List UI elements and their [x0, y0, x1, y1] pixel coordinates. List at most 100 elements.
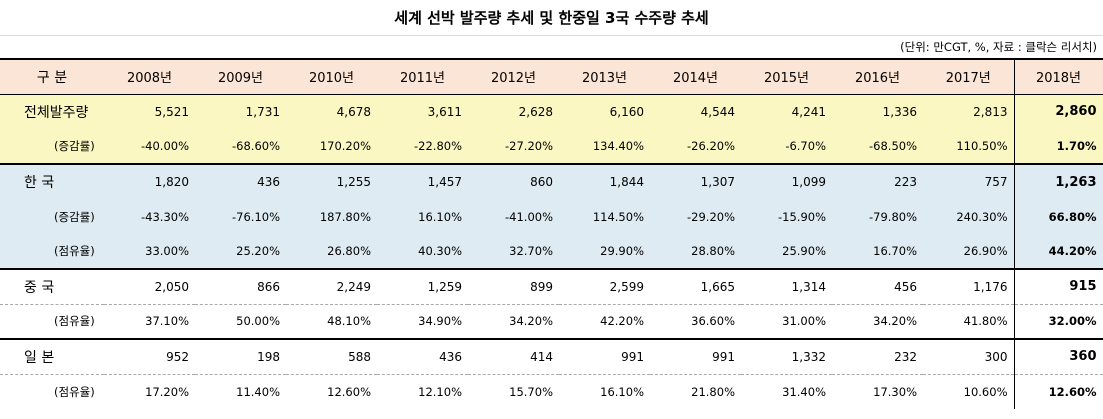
- table-cell: 436: [195, 164, 286, 199]
- table-cell: 4,544: [650, 94, 741, 129]
- header-row: 구 분 2008년 2009년 2010년 2011년 2012년 2013년 …: [0, 58, 1103, 95]
- table-cell: -40.00%: [104, 129, 195, 165]
- table-cell: -76.10%: [195, 199, 286, 234]
- table-cell: 15.70%: [509, 384, 553, 399]
- table-cell: 456: [832, 269, 923, 305]
- table-cell: 25.90%: [741, 234, 832, 270]
- table-cell: 2,050: [104, 269, 195, 305]
- table-cell: 66.80%: [1013, 199, 1103, 234]
- table-row: 중 국 2,050 866 2,249 1,259 899 2,599 1,66…: [0, 269, 1103, 305]
- table-cell: -68.50%: [832, 129, 923, 165]
- table-cell: 436: [377, 339, 468, 375]
- table-cell: 414: [468, 339, 559, 375]
- table-cell: 34.20%: [832, 304, 923, 340]
- table-cell: 32.00%: [1013, 304, 1103, 340]
- header-cell: 2014년: [650, 58, 741, 95]
- table-cell: 3,611: [377, 94, 468, 129]
- table-cell: -41.00%: [468, 199, 559, 234]
- table-cell: -68.60%: [195, 129, 286, 165]
- table-cell: 2,249: [286, 269, 377, 305]
- table-cell: 134.40%: [559, 129, 650, 165]
- header-cell: 2009년: [195, 58, 286, 95]
- row-label: 한 국: [0, 164, 104, 199]
- table-cell: 12.10%: [418, 384, 462, 399]
- table-cell: 17.30%: [873, 384, 917, 399]
- table-cell: 240.30%: [923, 199, 1014, 234]
- table-cell: 1,844: [559, 164, 650, 199]
- table-row: (증감률) -43.30% -76.10% 187.80% 16.10% -41…: [0, 199, 1103, 234]
- table-cell: 1,099: [741, 164, 832, 199]
- table-cell: -6.70%: [741, 129, 832, 165]
- table-cell: 2,813: [923, 94, 1014, 129]
- table-cell: 915: [1013, 269, 1103, 305]
- header-cell: 2017년: [923, 58, 1014, 95]
- table-cell: 28.80%: [650, 234, 741, 270]
- table-cell: 952: [104, 339, 195, 375]
- table-cell: 5,521: [104, 94, 195, 129]
- table-cell: 899: [468, 269, 559, 305]
- table-cell: 2,599: [559, 269, 650, 305]
- table-cell: 991: [559, 339, 650, 375]
- table-cell: 16.10%: [377, 199, 468, 234]
- table-cell: 26.80%: [286, 234, 377, 270]
- row-label: (증감률): [0, 129, 104, 165]
- header-cell: 2015년: [741, 58, 832, 95]
- header-cell: 2011년: [377, 58, 468, 95]
- table-cell: 1,731: [195, 94, 286, 129]
- table-cell: 2,860: [1013, 94, 1103, 129]
- table-cell: 187.80%: [286, 199, 377, 234]
- table-cell: -29.20%: [650, 199, 741, 234]
- table-cell: 1,457: [377, 164, 468, 199]
- table-cell: -43.30%: [104, 199, 195, 234]
- table-cell: 42.20%: [559, 304, 650, 340]
- table-cell: 860: [468, 164, 559, 199]
- table-title: 세계 선박 발주량 추세 및 한중일 3국 수주량 추세: [0, 0, 1103, 36]
- table-cell: 16.70%: [832, 234, 923, 270]
- table-cell: 1,332: [741, 339, 832, 375]
- table-cell: 31.00%: [741, 304, 832, 340]
- table-row: (점유율) 33.00% 25.20% 26.80% 40.30% 32.70%…: [0, 234, 1103, 270]
- header-cell: 2018년: [1013, 58, 1103, 95]
- row-label: 일 본: [0, 339, 104, 375]
- table-row: (점유율) 37.10% 50.00% 48.10% 34.90% 34.20%…: [0, 304, 1103, 340]
- table-cell: 232: [832, 339, 923, 375]
- table-cell: 170.20%: [286, 129, 377, 165]
- row-label: (점유율): [0, 304, 104, 340]
- table-cell: 1,307: [650, 164, 741, 199]
- table-cell: 12.60%: [327, 384, 371, 399]
- table-row: 한 국 1,820 436 1,255 1,457 860 1,844 1,30…: [0, 164, 1103, 199]
- table-cell: -27.20%: [468, 129, 559, 165]
- table-cell: 1,176: [923, 269, 1014, 305]
- table-cell: 44.20%: [1013, 234, 1103, 270]
- table-cell: 33.00%: [104, 234, 195, 270]
- table-cell: 26.90%: [923, 234, 1014, 270]
- table-cell: 11.40%: [236, 384, 280, 399]
- row-label: (점유율): [54, 384, 95, 399]
- table-cell: 37.10%: [104, 304, 195, 340]
- table-cell: 1,263: [1013, 164, 1103, 199]
- table-cell: 1,665: [650, 269, 741, 305]
- table-cell: 41.80%: [923, 304, 1014, 340]
- table-cell: 1,259: [377, 269, 468, 305]
- table-cell: 32.70%: [468, 234, 559, 270]
- table-cell: 360: [1013, 339, 1103, 375]
- table-cell: 34.90%: [377, 304, 468, 340]
- table-cell: 198: [195, 339, 286, 375]
- header-cell: 2012년: [468, 58, 559, 95]
- table-cell: -79.80%: [832, 199, 923, 234]
- table-cell: 34.20%: [468, 304, 559, 340]
- table-cell: 1,255: [286, 164, 377, 199]
- table-cell: 757: [923, 164, 1014, 199]
- table-cell: 12.60%: [1013, 374, 1103, 409]
- table-cell: -15.90%: [741, 199, 832, 234]
- table-cell: -26.20%: [650, 129, 741, 165]
- table-cell: -22.80%: [377, 129, 468, 165]
- header-cell: 2008년: [104, 58, 195, 95]
- table-cell: 4,241: [741, 94, 832, 129]
- row-label: (점유율): [0, 234, 104, 270]
- table-cell: 16.10%: [600, 384, 644, 399]
- table-row: (점유율) 17.20% 11.40% 12.60% 12.10% 15.70%…: [0, 374, 1103, 409]
- table-cell: 29.90%: [559, 234, 650, 270]
- table-cell: 50.00%: [195, 304, 286, 340]
- table-cell: 2,628: [468, 94, 559, 129]
